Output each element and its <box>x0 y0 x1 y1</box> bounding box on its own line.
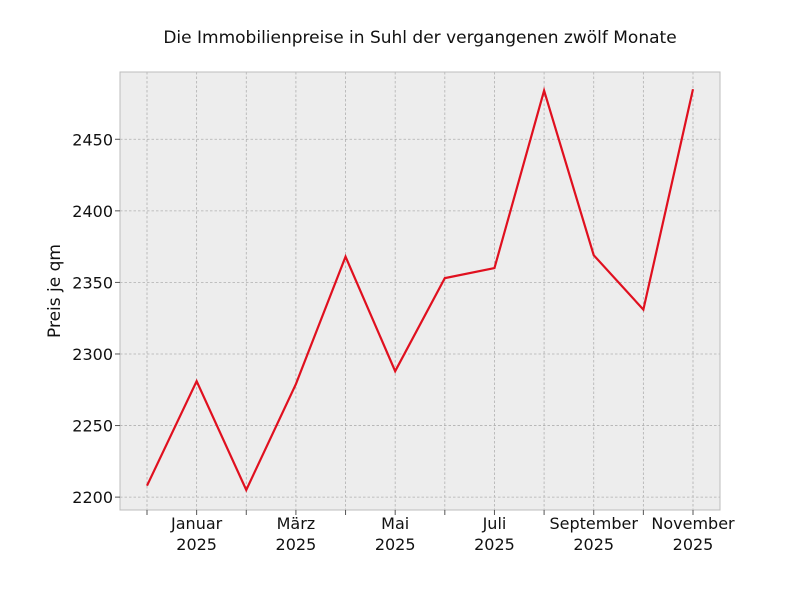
plot-border <box>119 71 721 511</box>
y-tick-label: 2250 <box>72 417 113 436</box>
y-tick-label: 2450 <box>72 130 113 149</box>
y-axis: 2200 2250 2300 2350 2400 2450 <box>72 130 120 507</box>
y-tick-label: 2400 <box>72 202 113 221</box>
x-tick-label-year: 2025 <box>673 535 714 554</box>
y-tick-label: 2300 <box>72 345 113 364</box>
x-tick-label-year: 2025 <box>375 535 416 554</box>
y-tick-label: 2350 <box>72 273 113 292</box>
x-tick-label-month: Juli <box>482 514 507 533</box>
plot-background <box>120 72 720 510</box>
x-tick-label-year: 2025 <box>276 535 317 554</box>
grid-layer <box>120 72 720 510</box>
x-tick-label-year: 2025 <box>176 535 217 554</box>
y-tick-label: 2200 <box>72 488 113 507</box>
x-tick-label-year: 2025 <box>474 535 515 554</box>
series-layer <box>146 86 695 493</box>
x-tick-label-month: März <box>277 514 316 533</box>
x-tick-label-month: September <box>550 514 639 533</box>
series-line <box>146 86 695 493</box>
x-tick-label-year: 2025 <box>573 535 614 554</box>
y-axis-label: Preis je qm <box>45 244 65 338</box>
chart-title: Die Immobilienpreise in Suhl der vergang… <box>163 28 676 48</box>
x-tick-label-month: Januar <box>170 514 223 533</box>
x-axis: Januar 2025 März 2025 Mai 2025 Juli 2025 Septemb… <box>146 510 735 554</box>
x-tick-label-month: Mai <box>381 514 409 533</box>
plot-frame <box>119 71 721 511</box>
x-tick-label-month: November <box>651 514 735 533</box>
